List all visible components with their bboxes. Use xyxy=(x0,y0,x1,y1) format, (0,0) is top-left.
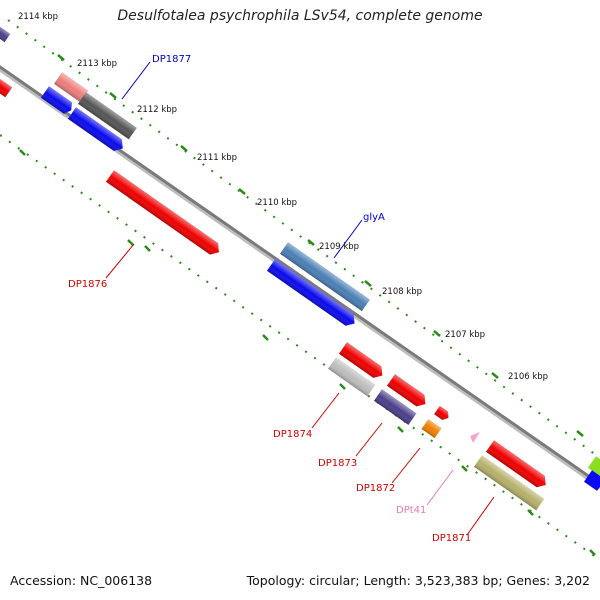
inner-tick-guide xyxy=(0,134,600,561)
gene-label: DPt41 xyxy=(396,505,426,516)
gene-features xyxy=(0,25,600,511)
leader-line xyxy=(105,243,135,279)
gene-feature xyxy=(279,242,370,312)
gene-feature xyxy=(53,72,89,103)
gene-label: DP1871 xyxy=(432,533,471,544)
major-tick xyxy=(491,372,499,379)
major-tick xyxy=(339,383,346,390)
major-tick xyxy=(19,149,26,156)
gene-feature xyxy=(40,86,72,114)
gene-feature xyxy=(434,405,449,420)
gene-feature xyxy=(421,419,442,439)
gene-label: DP1874 xyxy=(273,429,312,440)
major-tick xyxy=(527,509,534,516)
accession-text: Accession: NC_006138 xyxy=(10,573,153,588)
gene-label: DP1877 xyxy=(152,54,191,65)
gene-feature xyxy=(67,107,123,151)
tick-label: 2111 kbp xyxy=(197,153,237,163)
genome-summary-text: Topology: circular; Length: 3,523,383 bp… xyxy=(246,573,590,588)
gene-feature xyxy=(485,440,546,488)
tick-label: 2109 kbp xyxy=(319,242,359,252)
leader-line xyxy=(391,447,421,484)
tick-label: 2108 kbp xyxy=(382,287,422,297)
major-tick xyxy=(180,145,188,152)
major-tick xyxy=(576,430,584,437)
leader-line xyxy=(426,469,454,506)
gene-label: DP1876 xyxy=(68,279,107,290)
tick-label: 2107 kbp xyxy=(445,330,485,340)
major-tick xyxy=(109,92,117,99)
gene-feature xyxy=(105,170,219,255)
leader-line xyxy=(466,496,495,536)
major-tick xyxy=(364,280,372,287)
leader-line xyxy=(355,422,383,457)
gene-feature xyxy=(373,389,417,425)
major-tick xyxy=(238,188,246,195)
major-tick xyxy=(397,426,404,433)
major-tick xyxy=(127,239,134,246)
label-leaders xyxy=(105,61,495,536)
major-tick xyxy=(144,245,151,252)
tick-label: 2112 kbp xyxy=(137,105,177,115)
gene-feature xyxy=(0,25,11,43)
gene-feature xyxy=(338,342,383,378)
tick-label: 2106 kbp xyxy=(508,372,548,382)
major-tick xyxy=(589,549,596,556)
gene-label: glyA xyxy=(363,212,385,223)
gene-feature xyxy=(266,259,355,326)
tick-label: 2110 kbp xyxy=(257,198,297,208)
leader-line xyxy=(311,392,340,429)
major-tick xyxy=(262,334,269,341)
gene-feature xyxy=(473,455,545,511)
gene-feature xyxy=(77,92,137,140)
leader-line xyxy=(121,61,151,100)
leader-line xyxy=(333,219,363,259)
gene-feature xyxy=(386,374,426,407)
gene-label: DP1873 xyxy=(318,458,357,469)
figure-title: Desulfotalea psychrophila LSv54, complet… xyxy=(117,8,483,24)
major-ticks xyxy=(19,54,596,556)
tick-label: 2113 kbp xyxy=(77,59,117,69)
major-tick xyxy=(57,54,65,61)
major-tick xyxy=(307,239,315,246)
major-tick xyxy=(433,330,441,337)
gene-label: DP1872 xyxy=(356,483,395,494)
gene-feature xyxy=(0,77,13,98)
gene-feature xyxy=(470,432,480,443)
major-tick xyxy=(461,465,468,472)
tick-label: 2114 kbp xyxy=(18,12,58,22)
outer-tick-guide xyxy=(7,19,600,459)
gene-feature xyxy=(327,357,376,397)
